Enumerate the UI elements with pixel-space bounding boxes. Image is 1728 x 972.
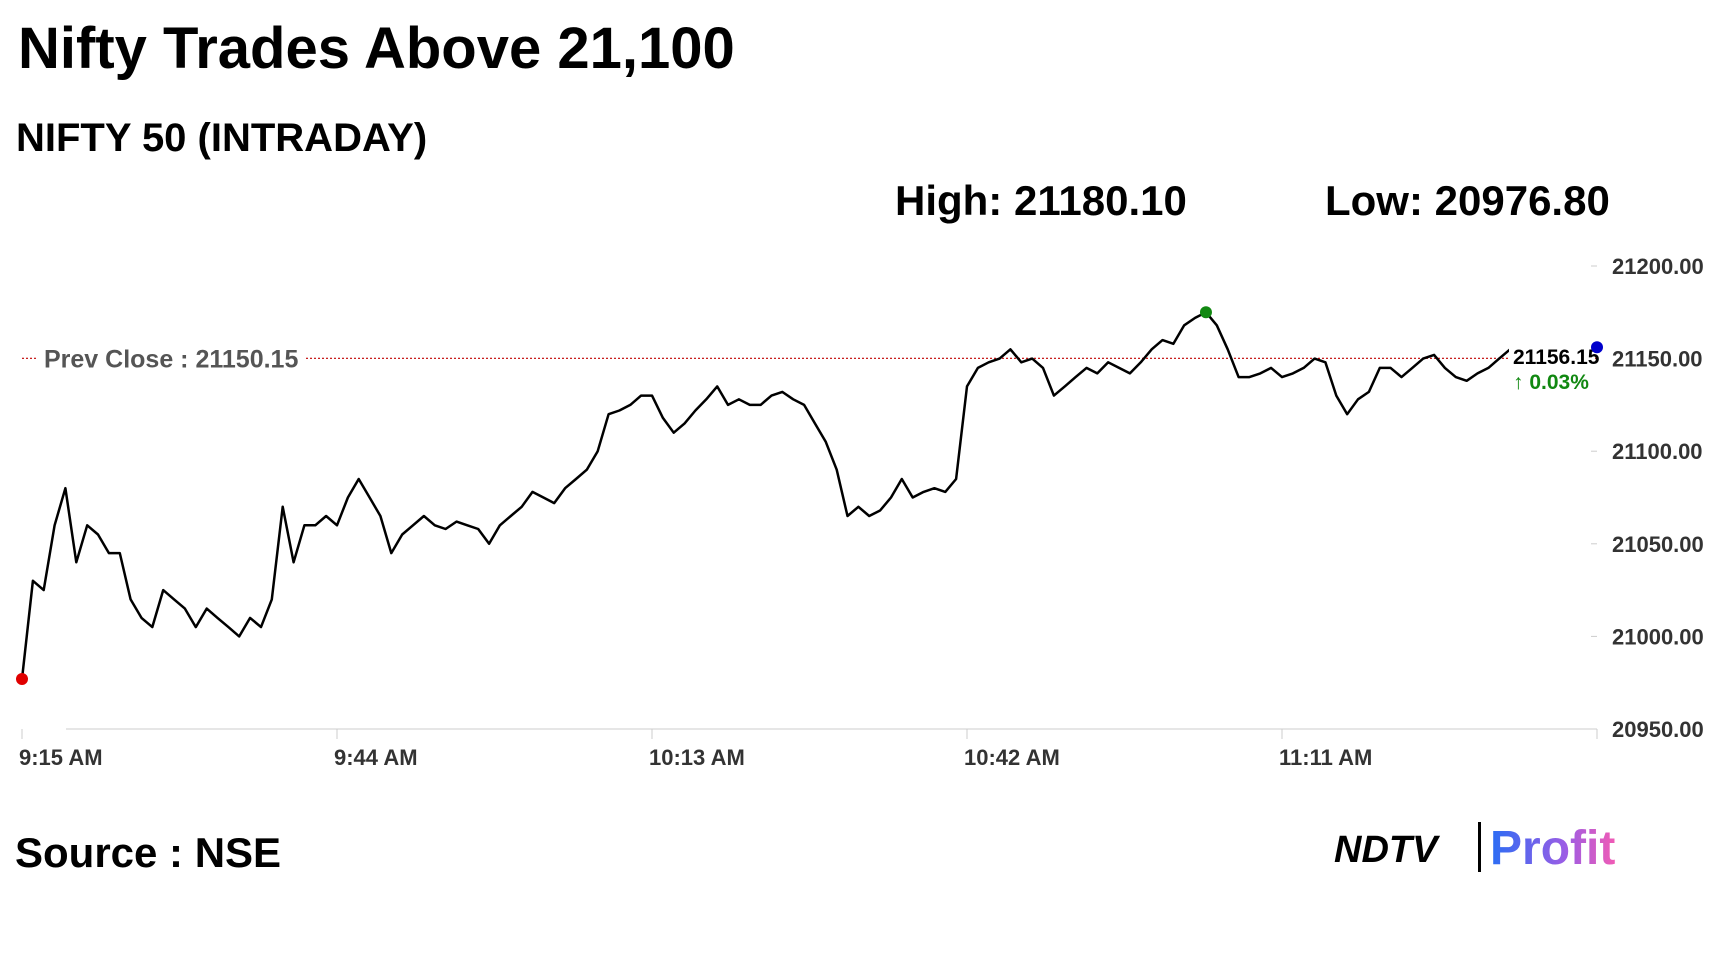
price-line xyxy=(20,311,1598,680)
x-tick-label: 9:44 AM xyxy=(334,745,418,770)
y-tick-label: 21050.00 xyxy=(1612,532,1704,557)
prev-close-label: Prev Close : 21150.15 xyxy=(44,345,298,373)
chart-title: Nifty Trades Above 21,100 xyxy=(18,16,735,81)
x-tick-label: 9:15 AM xyxy=(19,745,103,770)
low-marker xyxy=(16,672,28,685)
y-tick-label: 20950.00 xyxy=(1612,717,1704,742)
y-tick-label: 21000.00 xyxy=(1612,624,1704,649)
y-tick-label: 21150.00 xyxy=(1612,347,1703,372)
chart-subtitle: NIFTY 50 (INTRADAY) xyxy=(16,116,427,160)
high-label: High: 21180.10 xyxy=(895,177,1187,224)
low-label: Low: 20976.80 xyxy=(1325,177,1610,224)
last-value-label: 21156.15 xyxy=(1513,346,1600,369)
change-label: ↑ 0.03% xyxy=(1513,371,1589,394)
logo-divider xyxy=(1478,822,1481,872)
high-marker xyxy=(1199,306,1212,319)
logo-profit: Profit xyxy=(1490,822,1615,875)
x-tick-label: 10:42 AM xyxy=(964,745,1060,770)
prev-close-bg xyxy=(38,345,305,374)
last-marker xyxy=(1591,341,1603,354)
source: Source : NSE xyxy=(15,829,281,876)
x-tick-label: 11:11 AM xyxy=(1279,745,1372,770)
y-tick-label: 21100.00 xyxy=(1612,439,1703,464)
last-label-bg xyxy=(1509,331,1595,388)
x-tick-label: 10:13 AM xyxy=(649,745,745,770)
y-tick-label: 21200.00 xyxy=(1612,254,1704,279)
logo-ndtv: NDTV xyxy=(1334,829,1440,871)
